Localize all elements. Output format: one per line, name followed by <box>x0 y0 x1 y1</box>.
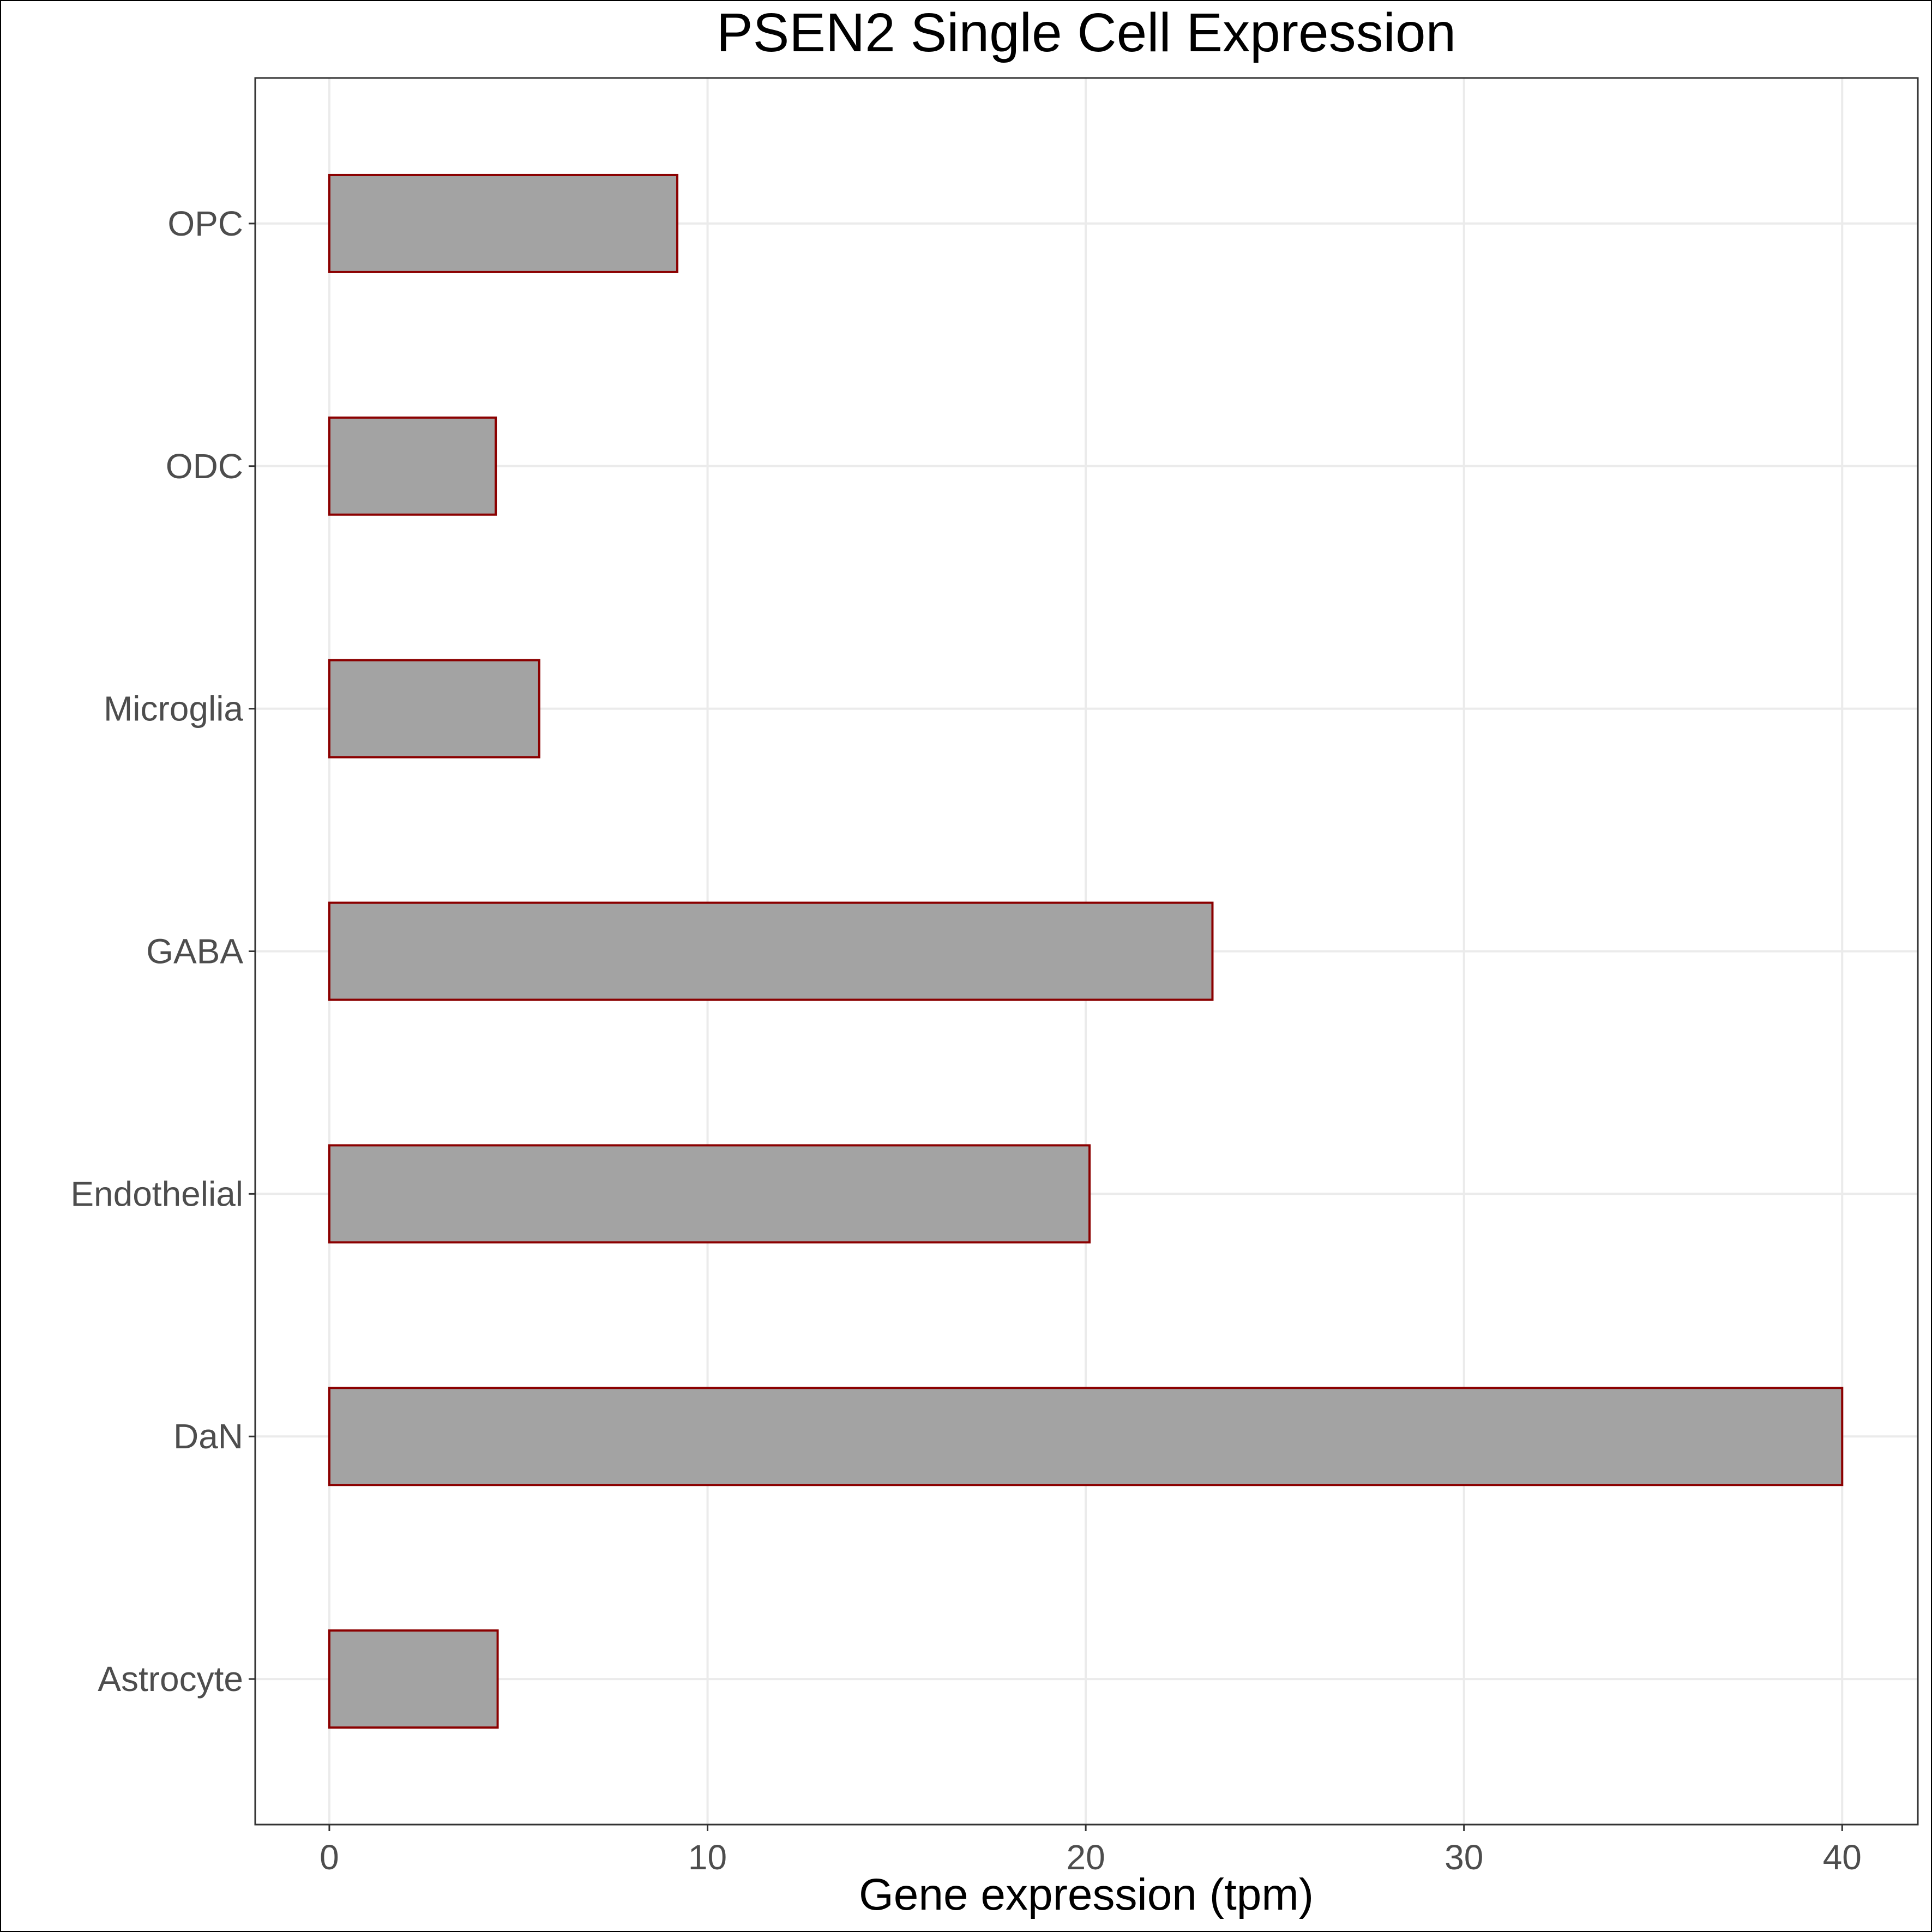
y-tick-label: Astrocyte <box>98 1659 243 1699</box>
x-axis-label: Gene expression (tpm) <box>859 1870 1314 1919</box>
bar-gaba <box>328 901 1214 1001</box>
x-axis-ticks: 0 10 20 30 40 <box>320 1825 1862 1877</box>
y-tick-label: Microglia <box>104 689 243 729</box>
bar-opc <box>328 173 679 273</box>
x-tick-label: 10 <box>688 1838 727 1877</box>
y-tick-label: GABA <box>146 932 243 971</box>
bar-astrocyte <box>328 1629 499 1729</box>
bar-odc <box>328 416 497 516</box>
bar-endothelial <box>328 1144 1091 1244</box>
y-axis-ticks: Astrocyte DaN Endothelial GABA Microglia ODC O… <box>70 204 255 1699</box>
x-tick-label: 20 <box>1067 1838 1105 1877</box>
y-tick-label: DaN <box>173 1417 243 1456</box>
y-tick-label: ODC <box>166 447 243 486</box>
bars <box>328 173 1844 1729</box>
bar-microglia <box>328 659 540 759</box>
chart-title: PSEN2 Single Cell Expression <box>717 2 1456 63</box>
x-tick-label: 40 <box>1823 1838 1862 1877</box>
x-tick-label: 0 <box>320 1838 339 1877</box>
y-tick-label: OPC <box>167 204 243 243</box>
x-tick-label: 30 <box>1445 1838 1483 1877</box>
y-tick-label: Endothelial <box>70 1174 243 1213</box>
bar-dan <box>328 1387 1844 1486</box>
